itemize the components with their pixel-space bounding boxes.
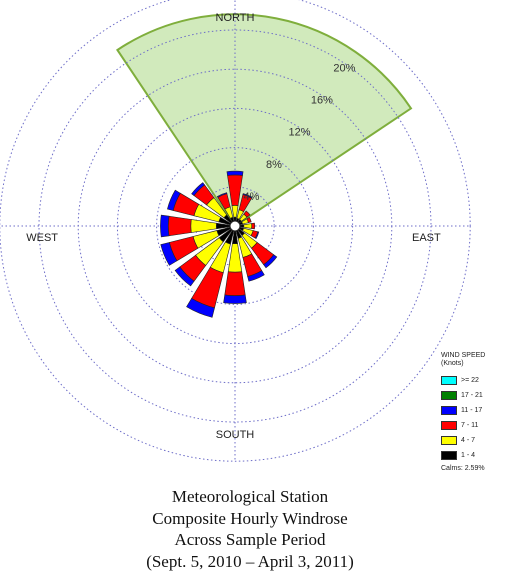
legend-item: 17 - 21 — [441, 390, 527, 401]
ring-label: 12% — [289, 127, 311, 139]
caption-line: Across Sample Period — [174, 530, 326, 549]
legend: WIND SPEED (Knots) >= 22 17 - 21 11 - 17… — [441, 352, 527, 472]
windrose-bar-ne — [243, 210, 251, 218]
legend-swatch — [441, 376, 457, 385]
ring-label: 20% — [333, 62, 355, 74]
windrose-bar-ssw — [186, 297, 215, 318]
legend-item: >= 22 — [441, 375, 527, 386]
highlight-sector — [116, 13, 413, 228]
legend-title: WIND SPEED — [441, 352, 486, 359]
windrose-bar-se — [263, 254, 278, 269]
calms-label: Calms: 2.59% — [441, 465, 485, 472]
windrose-bar-s — [223, 294, 247, 304]
south-label: SOUTH — [216, 429, 255, 441]
windrose-bar-ene — [246, 216, 252, 224]
chart-caption: Meteorological Station Composite Hourly … — [120, 486, 380, 572]
legend-item: 1 - 4 — [441, 450, 527, 461]
windrose-bar-nnw — [216, 192, 228, 198]
legend-swatch — [441, 451, 457, 460]
windrose-bar-w — [167, 215, 192, 237]
labels-layer: NORTH SOUTH EAST WEST 4% 8% 12% 16% 20% — [26, 12, 441, 441]
ring-label: 16% — [311, 95, 333, 107]
windrose-bar-wsw — [160, 242, 178, 266]
windrose-bar-n — [233, 216, 237, 222]
windrose-bar-sse — [247, 270, 265, 282]
legend-item-label: >= 22 — [461, 377, 479, 384]
caption-line: (Sept. 5, 2010 – April 3, 2011) — [146, 551, 354, 571]
windrose-bar-e — [239, 224, 245, 228]
ring-label: 4% — [244, 191, 260, 203]
windrose-bar-n — [226, 170, 244, 176]
caption-line: Composite Hourly Windrose — [152, 508, 348, 528]
ring-label: 8% — [266, 159, 282, 171]
center-calm-circle — [229, 220, 241, 232]
east-label: EAST — [412, 232, 441, 244]
legend-swatch — [441, 421, 457, 430]
windrose-bar-e — [251, 222, 256, 230]
legend-item-label: 11 - 17 — [461, 407, 483, 414]
west-label: WEST — [26, 232, 58, 244]
legend-swatch — [441, 436, 457, 445]
legend-swatch — [441, 406, 457, 415]
windrose-bar-sw — [174, 266, 195, 287]
legend-item-label: 1 - 4 — [461, 452, 476, 459]
windrose-bar-ese — [254, 231, 260, 240]
windrose-bar-wnw — [167, 189, 181, 211]
legend-item: 7 - 11 — [441, 420, 527, 431]
grid-ring — [156, 147, 314, 305]
windrose-chart: NORTH SOUTH EAST WEST 4% 8% 12% 16% 20% — [0, 0, 471, 462]
windrose-bar-w — [160, 214, 170, 238]
bars-layer — [160, 170, 278, 318]
highlight-sector-layer — [116, 13, 413, 228]
windrose-bar-w — [190, 219, 217, 233]
north-label: NORTH — [216, 12, 255, 24]
caption-line: Meteorological Station — [171, 487, 329, 506]
legend-item-label: 4 - 7 — [461, 437, 476, 444]
legend-item-label: 17 - 21 — [461, 392, 483, 399]
legend-swatch — [441, 391, 457, 400]
legend-units: (Knots) — [441, 360, 464, 367]
legend-item: 11 - 17 — [441, 405, 527, 416]
legend-item-label: 7 - 11 — [461, 422, 479, 429]
windrose-bar-e — [243, 223, 253, 229]
windrose-bar-s — [224, 271, 246, 296]
windrose-bar-nne — [242, 193, 253, 199]
grid-ring — [116, 107, 354, 345]
windrose-bar-nw — [191, 182, 206, 197]
legend-item: 4 - 7 — [441, 435, 527, 446]
grid-layer — [0, 0, 471, 462]
grid-ring — [0, 0, 471, 462]
windrose-bar-s — [227, 243, 243, 273]
